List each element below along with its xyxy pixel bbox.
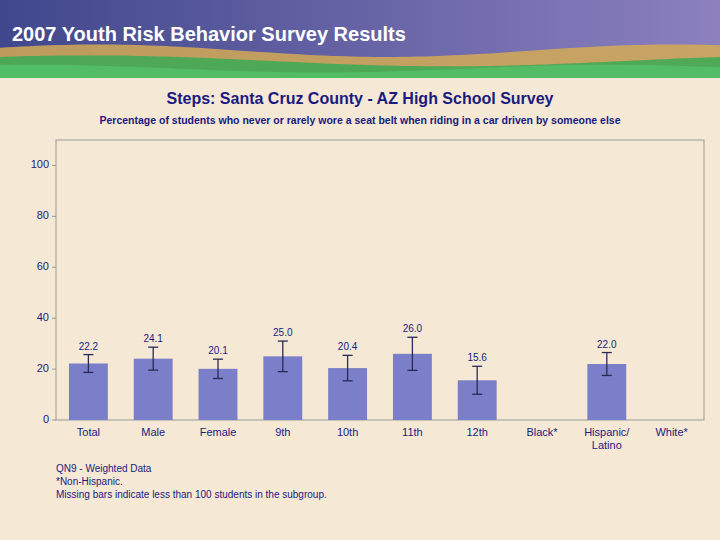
error-bar-cap: [148, 347, 158, 348]
y-tick-label: 80: [37, 209, 49, 221]
x-tick-label-line: 12th: [466, 426, 487, 438]
data-label: 22.2: [79, 341, 99, 352]
chart-svg: 2007 Youth Risk Behavior Survey Results S…: [0, 0, 720, 540]
x-tick-label: 9th: [275, 426, 290, 438]
y-tick: [52, 369, 56, 370]
error-bar-stem: [153, 347, 154, 370]
header-sand: [0, 45, 720, 79]
x-tick-label-line: 9th: [275, 426, 290, 438]
error-bar-cap: [148, 369, 158, 370]
error-bar: [148, 347, 158, 370]
x-tick-label-line: White*: [655, 426, 688, 438]
header-hill: [0, 55, 720, 78]
x-axis: Total Male Female 9th 10th 11th 12th Black* Hisp…: [77, 426, 689, 451]
y-tick-label: 60: [37, 260, 49, 272]
error-bar-stem: [606, 353, 607, 376]
footer-text: QN9 - Weighted Data *Non-Hispanic. Missing…: [56, 463, 327, 500]
y-tick-label: 0: [43, 413, 49, 425]
data-label: 24.1: [143, 333, 163, 344]
x-tick-label-line: Latino: [592, 439, 622, 451]
y-tick: [52, 165, 56, 166]
x-tick-label-line: Male: [141, 426, 165, 438]
error-bar-stem: [282, 341, 283, 372]
error-bar: [343, 355, 353, 380]
header-banner: 2007 Youth Risk Behavior Survey Results: [0, 0, 720, 78]
bar: [69, 363, 108, 420]
x-tick-label-line: Black*: [526, 426, 558, 438]
x-tick-label: Black*: [526, 426, 558, 438]
footer-line: Missing bars indicate less than 100 stud…: [56, 489, 327, 500]
data-label: 20.1: [208, 345, 228, 356]
header-text: 2007 Youth Risk Behavior Survey Results: [12, 23, 406, 45]
y-axis: 0 20 40 60 80 100: [31, 158, 56, 425]
x-tick-label-line: Hispanic/: [584, 426, 630, 438]
x-tick-label-line: 10th: [337, 426, 358, 438]
error-bar-cap: [602, 352, 612, 353]
error-bar-stem: [347, 355, 348, 380]
x-tick-label-line: 11th: [402, 426, 423, 438]
error-bar-cap: [602, 375, 612, 376]
chart-container: 2007 Youth Risk Behavior Survey Results S…: [0, 0, 720, 540]
y-tick: [52, 420, 56, 421]
error-bar: [407, 337, 417, 370]
x-tick-label: Total: [77, 426, 100, 438]
error-bar: [278, 341, 288, 372]
x-tick-label-line: Female: [200, 426, 237, 438]
error-bar-cap: [343, 380, 353, 381]
y-tick-label: 100: [31, 158, 49, 170]
plot-frame: [56, 140, 704, 420]
error-bar-cap: [472, 394, 482, 395]
error-bar-cap: [343, 355, 353, 356]
error-bar-cap: [407, 337, 417, 338]
error-bar: [602, 353, 612, 376]
footer-line: QN9 - Weighted Data: [56, 463, 152, 474]
error-bar: [83, 355, 93, 373]
x-tick-label: 10th: [337, 426, 358, 438]
header-hill-light: [0, 65, 720, 78]
x-tick-label: White*: [655, 426, 688, 438]
error-bar-stem: [217, 359, 218, 378]
error-bar-cap: [278, 371, 288, 372]
footer-line: *Non-Hispanic.: [56, 476, 123, 487]
data-labels: 22.2 24.1 20.1 25.0 20.4 26.0 15.6 22.0: [79, 323, 617, 363]
error-bar-cap: [472, 366, 482, 367]
y-tick: [52, 216, 56, 217]
data-label: 25.0: [273, 327, 293, 338]
y-tick-label: 20: [37, 362, 49, 374]
error-bar-stem: [477, 366, 478, 394]
x-tick-label: Male: [141, 426, 165, 438]
error-bar: [213, 359, 223, 378]
data-label: 20.4: [338, 341, 358, 352]
y-tick-label: 40: [37, 311, 49, 323]
error-bar-cap: [278, 340, 288, 341]
data-label: 26.0: [403, 323, 423, 334]
chart-subtitle: Percentage of students who never or rare…: [99, 114, 620, 126]
x-tick-label: 11th: [402, 426, 423, 438]
header-sky: [0, 0, 720, 78]
error-bar-cap: [83, 354, 93, 355]
error-bar-cap: [83, 372, 93, 373]
x-tick-label-line: Total: [77, 426, 100, 438]
data-label: 15.6: [467, 352, 487, 363]
error-bar-cap: [213, 378, 223, 379]
x-tick-label: 12th: [466, 426, 487, 438]
x-tick-label: Hispanic/Latino: [584, 426, 630, 451]
data-label: 22.0: [597, 339, 617, 350]
error-bar-cap: [407, 370, 417, 371]
error-bar-stem: [412, 337, 413, 370]
error-bar-cap: [213, 359, 223, 360]
error-bar: [472, 366, 482, 394]
error-bar-stem: [88, 355, 89, 373]
bars: [69, 337, 626, 420]
y-tick: [52, 267, 56, 268]
x-tick-label: Female: [200, 426, 237, 438]
y-tick: [52, 318, 56, 319]
chart-title: Steps: Santa Cruz County - AZ High Schoo…: [167, 90, 554, 107]
